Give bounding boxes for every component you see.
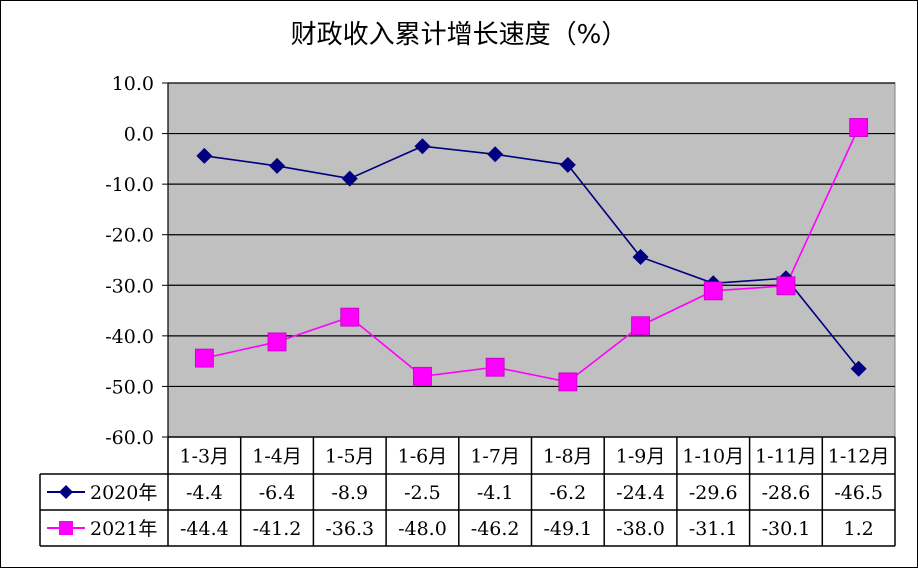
y-tick-label: -40.0: [105, 326, 154, 348]
y-tick-label: -60.0: [105, 427, 154, 449]
data-label: -28.6: [762, 482, 811, 504]
plot-area: [167, 82, 896, 438]
data-label: -24.4: [616, 482, 665, 504]
data-label: -29.6: [689, 482, 738, 504]
series-lines: [204, 127, 860, 383]
y-tick-label: -10.0: [105, 174, 154, 196]
data-label: 1.2: [844, 518, 874, 540]
data-label: -4.4: [186, 482, 223, 504]
data-label: -30.1: [762, 518, 811, 540]
series-line: [204, 145, 860, 370]
data-point: [341, 170, 358, 187]
x-tick-label: 1-11月: [755, 446, 817, 468]
data-point: [850, 360, 867, 377]
data-label: -46.2: [471, 518, 520, 540]
gridlines: [168, 82, 895, 388]
x-tick-label: 1-9月: [616, 446, 666, 468]
data-point: [632, 248, 649, 265]
data-point: [269, 157, 286, 174]
data-point: [340, 307, 360, 327]
data-point: [559, 156, 576, 173]
y-tick-label: -50.0: [105, 376, 154, 398]
legend-marker: [59, 485, 73, 499]
legend-marker: [59, 521, 73, 535]
data-label: -36.3: [325, 518, 374, 540]
data-table: 1-3月 1-4月 1-5月 1-6月 1-7月 1-8月 1-9月 1-10月 1-11月 1-…: [39, 436, 896, 547]
data-label: -6.2: [550, 482, 587, 504]
data-point: [196, 147, 213, 164]
data-label: -31.1: [689, 518, 738, 540]
data-point: [485, 357, 505, 377]
data-label: -41.2: [253, 518, 302, 540]
x-tick-label: 1-4月: [252, 446, 302, 468]
data-label: -2.5: [404, 482, 441, 504]
x-tick-label: 1-3月: [180, 446, 230, 468]
y-tick-label: -20.0: [105, 225, 154, 247]
data-point: [414, 138, 431, 155]
data-point: [413, 366, 432, 386]
x-tick-label: 1-8月: [543, 446, 593, 468]
x-tick-label: 1-12月: [828, 446, 890, 468]
legend-label: 2020年: [90, 482, 157, 504]
chart-title: 财政收入累计增长速度（%）: [291, 20, 628, 50]
data-point: [849, 118, 869, 137]
y-tick-label: -30.0: [105, 275, 154, 297]
data-label: -46.5: [834, 482, 883, 504]
data-point: [194, 348, 214, 368]
legend-label: 2021年: [90, 518, 157, 540]
data-point: [703, 281, 723, 301]
y-tick-label: 10.0: [112, 73, 154, 95]
data-point: [558, 372, 578, 392]
data-point: [631, 316, 650, 336]
data-label: -4.1: [477, 482, 514, 504]
data-label: -49.1: [543, 518, 592, 540]
x-tick-label: 1-10月: [682, 446, 744, 468]
x-tick-label: 1-5月: [325, 446, 375, 468]
data-point: [267, 332, 287, 352]
data-point: [487, 146, 504, 163]
x-tick-label: 1-6月: [398, 446, 448, 468]
data-label: -48.0: [398, 518, 447, 540]
data-point: [776, 276, 796, 296]
x-tick-label: 1-7月: [470, 446, 520, 468]
data-label: -44.4: [180, 518, 229, 540]
data-label: -8.9: [331, 482, 368, 504]
y-tick-label: 0.0: [124, 124, 154, 146]
y-axis: 10.0 0.0 -10.0 -20.0 -30.0 -40.0 -50.0 -60.0: [105, 73, 169, 449]
series-markers: [194, 118, 869, 392]
series-line: [204, 127, 860, 383]
data-label: -6.4: [259, 482, 296, 504]
data-label: -38.0: [616, 518, 665, 540]
